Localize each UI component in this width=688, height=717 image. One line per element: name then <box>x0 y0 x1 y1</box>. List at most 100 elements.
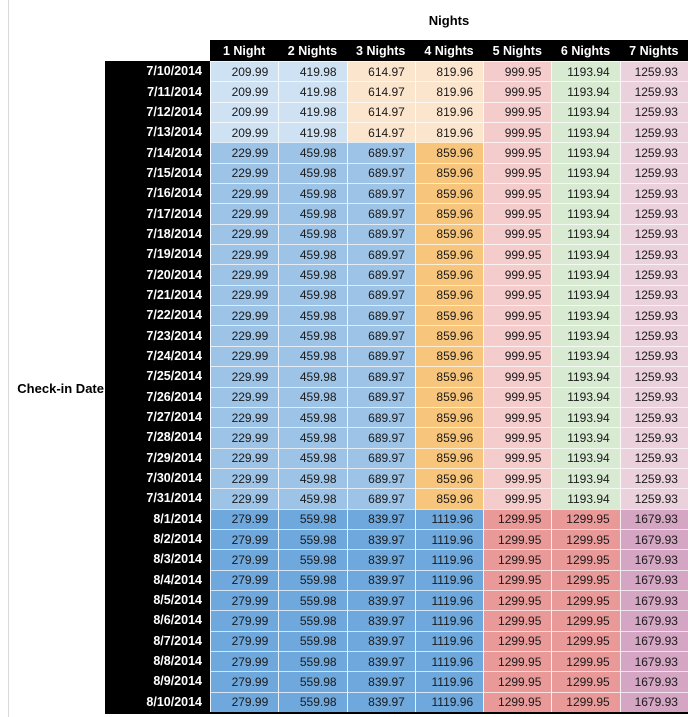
price-cell[interactable]: 689.97 <box>346 345 415 367</box>
price-cell[interactable]: 1299.95 <box>483 610 552 631</box>
price-cell[interactable]: 1299.95 <box>551 589 620 611</box>
checkin-date-cell[interactable]: 8/2/2014 <box>105 528 210 550</box>
price-cell[interactable]: 1259.93 <box>619 244 688 265</box>
checkin-date-cell[interactable]: 7/26/2014 <box>105 386 210 407</box>
price-cell[interactable]: 1193.94 <box>551 101 620 123</box>
checkin-date-cell[interactable]: 7/30/2014 <box>105 467 210 489</box>
price-cell[interactable]: 209.99 <box>210 122 279 143</box>
price-cell[interactable]: 859.96 <box>414 345 484 367</box>
price-cell[interactable]: 839.97 <box>346 549 415 570</box>
price-cell[interactable]: 419.98 <box>278 101 347 123</box>
price-cell[interactable]: 859.96 <box>414 366 484 387</box>
price-cell[interactable]: 229.99 <box>210 386 279 407</box>
price-cell[interactable]: 229.99 <box>210 203 279 224</box>
checkin-date-cell[interactable]: 7/22/2014 <box>105 305 210 326</box>
price-cell[interactable]: 859.96 <box>414 386 484 407</box>
price-cell[interactable]: 614.97 <box>346 81 415 102</box>
price-cell[interactable]: 459.98 <box>278 183 347 204</box>
column-header[interactable]: 1 Night <box>222 43 266 58</box>
column-header[interactable]: 5 Nights <box>492 43 542 58</box>
price-cell[interactable]: 819.96 <box>414 81 484 102</box>
price-cell[interactable]: 229.99 <box>210 183 279 204</box>
price-cell[interactable]: 999.95 <box>483 284 552 306</box>
price-cell[interactable]: 459.98 <box>278 427 347 448</box>
price-cell[interactable]: 1193.94 <box>551 386 620 407</box>
price-cell[interactable]: 1119.96 <box>414 549 484 570</box>
price-cell[interactable]: 1299.95 <box>551 691 620 712</box>
price-cell[interactable]: 1259.93 <box>619 223 688 245</box>
price-cell[interactable]: 1193.94 <box>551 305 620 326</box>
price-cell[interactable]: 229.99 <box>210 447 279 468</box>
column-header[interactable]: 2 Nights <box>287 43 338 58</box>
price-cell[interactable]: 999.95 <box>483 162 552 184</box>
price-cell[interactable]: 279.99 <box>210 528 279 550</box>
price-cell[interactable]: 459.98 <box>278 345 347 367</box>
price-cell[interactable]: 999.95 <box>483 345 552 367</box>
price-cell[interactable]: 614.97 <box>346 101 415 123</box>
price-cell[interactable]: 229.99 <box>210 325 279 346</box>
price-cell[interactable]: 1193.94 <box>551 183 620 204</box>
price-cell[interactable]: 614.97 <box>346 61 415 82</box>
price-cell[interactable]: 1259.93 <box>619 203 688 224</box>
price-cell[interactable]: 689.97 <box>346 467 415 489</box>
price-cell[interactable]: 1679.93 <box>619 691 688 712</box>
price-cell[interactable]: 1299.95 <box>551 671 620 692</box>
price-cell[interactable]: 459.98 <box>278 305 347 326</box>
price-cell[interactable]: 1679.93 <box>619 569 688 590</box>
price-cell[interactable]: 859.96 <box>414 142 484 163</box>
price-cell[interactable]: 1193.94 <box>551 345 620 367</box>
price-cell[interactable]: 1259.93 <box>619 325 688 346</box>
price-cell[interactable]: 999.95 <box>483 101 552 123</box>
price-cell[interactable]: 1259.93 <box>619 447 688 468</box>
price-cell[interactable]: 1193.94 <box>551 264 620 285</box>
price-cell[interactable]: 1679.93 <box>619 630 688 651</box>
price-cell[interactable]: 999.95 <box>483 406 552 428</box>
price-cell[interactable]: 229.99 <box>210 162 279 184</box>
price-cell[interactable]: 859.96 <box>414 305 484 326</box>
price-cell[interactable]: 819.96 <box>414 122 484 143</box>
price-cell[interactable]: 859.96 <box>414 264 484 285</box>
price-cell[interactable]: 1299.95 <box>483 589 552 611</box>
checkin-date-cell[interactable]: 7/29/2014 <box>105 447 210 468</box>
price-cell[interactable]: 1299.95 <box>483 691 552 712</box>
price-cell[interactable]: 1193.94 <box>551 447 620 468</box>
price-cell[interactable]: 559.98 <box>278 610 347 631</box>
price-cell[interactable]: 279.99 <box>210 630 279 651</box>
price-cell[interactable]: 859.96 <box>414 284 484 306</box>
price-cell[interactable]: 859.96 <box>414 162 484 184</box>
checkin-date-cell[interactable]: 7/17/2014 <box>105 203 210 224</box>
price-cell[interactable]: 1193.94 <box>551 81 620 102</box>
price-cell[interactable]: 459.98 <box>278 223 347 245</box>
price-cell[interactable]: 209.99 <box>210 101 279 123</box>
price-cell[interactable]: 1259.93 <box>619 386 688 407</box>
price-cell[interactable]: 1259.93 <box>619 406 688 428</box>
price-cell[interactable]: 229.99 <box>210 467 279 489</box>
price-cell[interactable]: 1259.93 <box>619 345 688 367</box>
price-cell[interactable]: 859.96 <box>414 183 484 204</box>
price-cell[interactable]: 999.95 <box>483 223 552 245</box>
price-cell[interactable]: 1259.93 <box>619 183 688 204</box>
price-cell[interactable]: 859.96 <box>414 244 484 265</box>
price-cell[interactable]: 279.99 <box>210 691 279 712</box>
price-cell[interactable]: 229.99 <box>210 244 279 265</box>
price-cell[interactable]: 1193.94 <box>551 223 620 245</box>
price-cell[interactable]: 1119.96 <box>414 508 484 529</box>
price-cell[interactable]: 999.95 <box>483 447 552 468</box>
price-cell[interactable]: 559.98 <box>278 508 347 529</box>
price-cell[interactable]: 459.98 <box>278 406 347 428</box>
price-cell[interactable]: 689.97 <box>346 386 415 407</box>
price-cell[interactable]: 839.97 <box>346 528 415 550</box>
price-cell[interactable]: 859.96 <box>414 427 484 448</box>
price-cell[interactable]: 1259.93 <box>619 488 688 509</box>
price-cell[interactable]: 859.96 <box>414 406 484 428</box>
price-cell[interactable]: 459.98 <box>278 386 347 407</box>
price-cell[interactable]: 279.99 <box>210 549 279 570</box>
price-cell[interactable]: 1193.94 <box>551 122 620 143</box>
checkin-date-cell[interactable]: 7/16/2014 <box>105 183 210 204</box>
price-cell[interactable]: 559.98 <box>278 528 347 550</box>
price-cell[interactable]: 999.95 <box>483 325 552 346</box>
price-cell[interactable]: 459.98 <box>278 162 347 184</box>
price-cell[interactable]: 459.98 <box>278 203 347 224</box>
checkin-date-cell[interactable]: 7/12/2014 <box>105 101 210 123</box>
price-cell[interactable]: 689.97 <box>346 305 415 326</box>
